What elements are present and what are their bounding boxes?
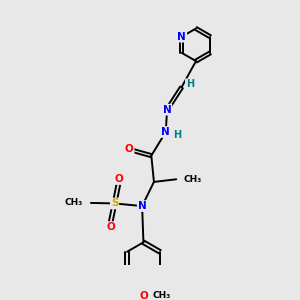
Text: O: O (106, 222, 115, 232)
Text: H: H (173, 130, 181, 140)
Text: N: N (161, 127, 170, 137)
Text: N: N (163, 105, 171, 115)
Text: H: H (186, 79, 194, 89)
Text: O: O (139, 291, 148, 300)
Text: N: N (138, 201, 146, 211)
Text: CH₃: CH₃ (153, 291, 171, 300)
Text: N: N (178, 32, 186, 42)
Text: O: O (125, 144, 134, 154)
Text: S: S (111, 198, 118, 208)
Text: O: O (114, 174, 123, 184)
Text: CH₃: CH₃ (65, 198, 83, 207)
Text: CH₃: CH₃ (184, 175, 202, 184)
